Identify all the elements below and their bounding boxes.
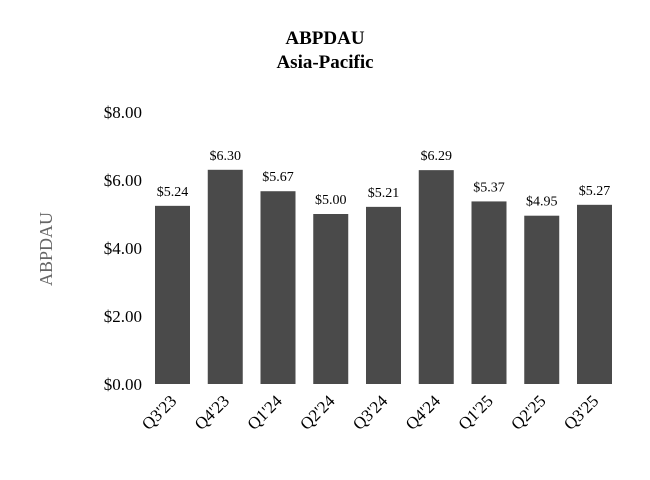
bar <box>155 205 190 384</box>
data-label: $5.00 <box>315 193 347 208</box>
bar <box>260 191 296 384</box>
y-tick-label: $2.00 <box>104 307 142 326</box>
bar <box>366 206 401 384</box>
bar <box>577 204 612 384</box>
x-tick-label: Q2'24 <box>296 391 339 434</box>
y-tick-label: $6.00 <box>104 171 142 190</box>
y-axis: $0.00 $2.00 $4.00 $6.00 $8.00 <box>104 103 142 394</box>
data-label: $5.67 <box>262 170 294 185</box>
x-tick-label: Q1'25 <box>455 391 497 433</box>
y-tick-label: $4.00 <box>104 239 142 258</box>
data-label: $6.29 <box>421 149 453 164</box>
y-tick-label: $0.00 <box>104 375 142 394</box>
chart-subtitle: Asia-Pacific <box>276 52 374 73</box>
y-tick-label: $8.00 <box>104 103 142 122</box>
x-tick-label: Q3'23 <box>138 391 180 433</box>
x-tick-label: Q3'24 <box>349 391 392 434</box>
x-tick-label: Q4'23 <box>191 391 233 433</box>
bar <box>207 169 243 384</box>
x-tick-label: Q3'25 <box>560 391 602 433</box>
x-tick-label: Q1'24 <box>244 391 287 434</box>
y-axis-title: ABPDAU <box>36 212 56 286</box>
x-axis: Q3'23 Q4'23 Q1'24 Q2'24 Q3'24 Q4'24 Q1'25 Q2'25… <box>138 391 602 434</box>
bar <box>471 201 507 384</box>
data-label: $6.30 <box>210 149 242 164</box>
data-label: $5.24 <box>157 185 189 200</box>
bar <box>313 214 349 384</box>
bar <box>524 215 560 384</box>
data-label: $5.37 <box>473 180 505 195</box>
x-tick-label: Q2'25 <box>507 391 549 433</box>
data-label: $4.95 <box>526 195 558 210</box>
chart-title: ABPDAU <box>285 28 365 49</box>
data-label: $5.21 <box>368 186 400 201</box>
bar <box>418 170 454 384</box>
bars: $5.24 $6.30 $5.67 $5.00 $5.21 $6.29 $5.37 $4.95… <box>155 149 612 384</box>
x-tick-label: Q4'24 <box>402 391 445 434</box>
data-label: $5.27 <box>579 184 611 199</box>
